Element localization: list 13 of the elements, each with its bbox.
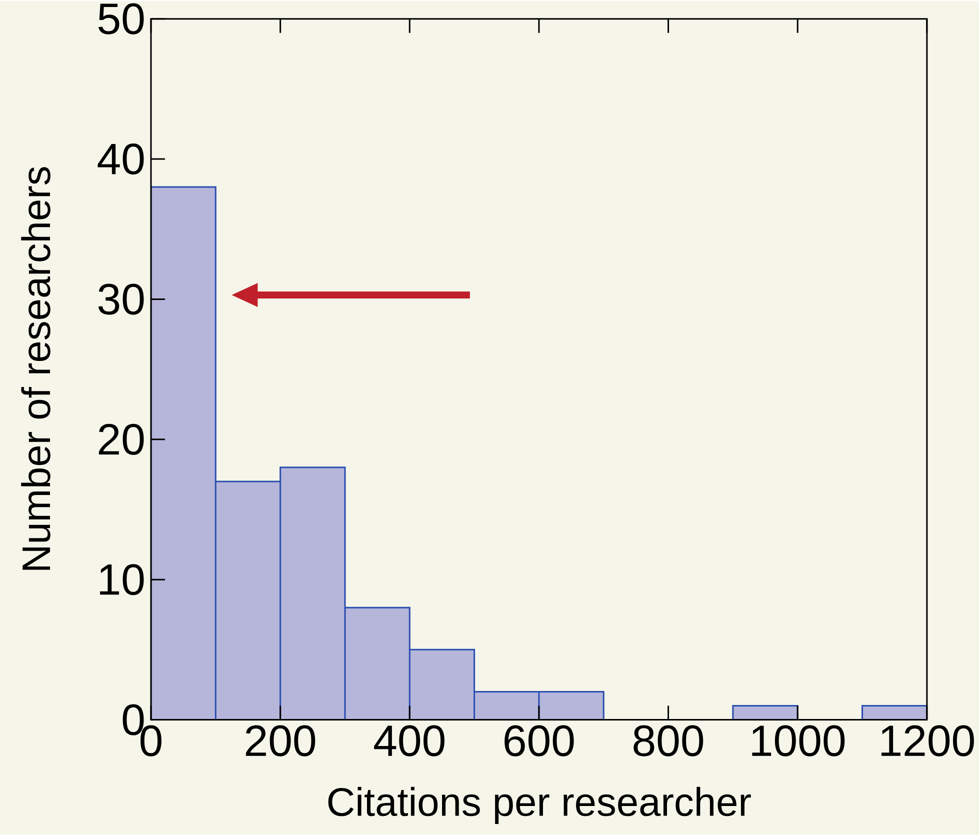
x-tick-label: 400 — [374, 725, 444, 756]
x-tick-label: 1200 — [882, 725, 974, 756]
x-tick-label: 200 — [246, 725, 316, 756]
x-tick-label: 600 — [504, 725, 574, 756]
y-tick-label: 50 — [98, 3, 144, 34]
y-tick-label: 30 — [98, 284, 144, 315]
x-tick-label: 800 — [634, 725, 704, 756]
y-tick-label: 20 — [98, 424, 144, 456]
y-tick-label: 40 — [98, 144, 144, 175]
y-axis-title: Number of researchers — [21, 167, 50, 570]
y-tick-label: 10 — [100, 564, 144, 596]
x-tick-label: 1000 — [752, 725, 845, 756]
x-axis-title: Citations per researcher — [328, 787, 751, 824]
